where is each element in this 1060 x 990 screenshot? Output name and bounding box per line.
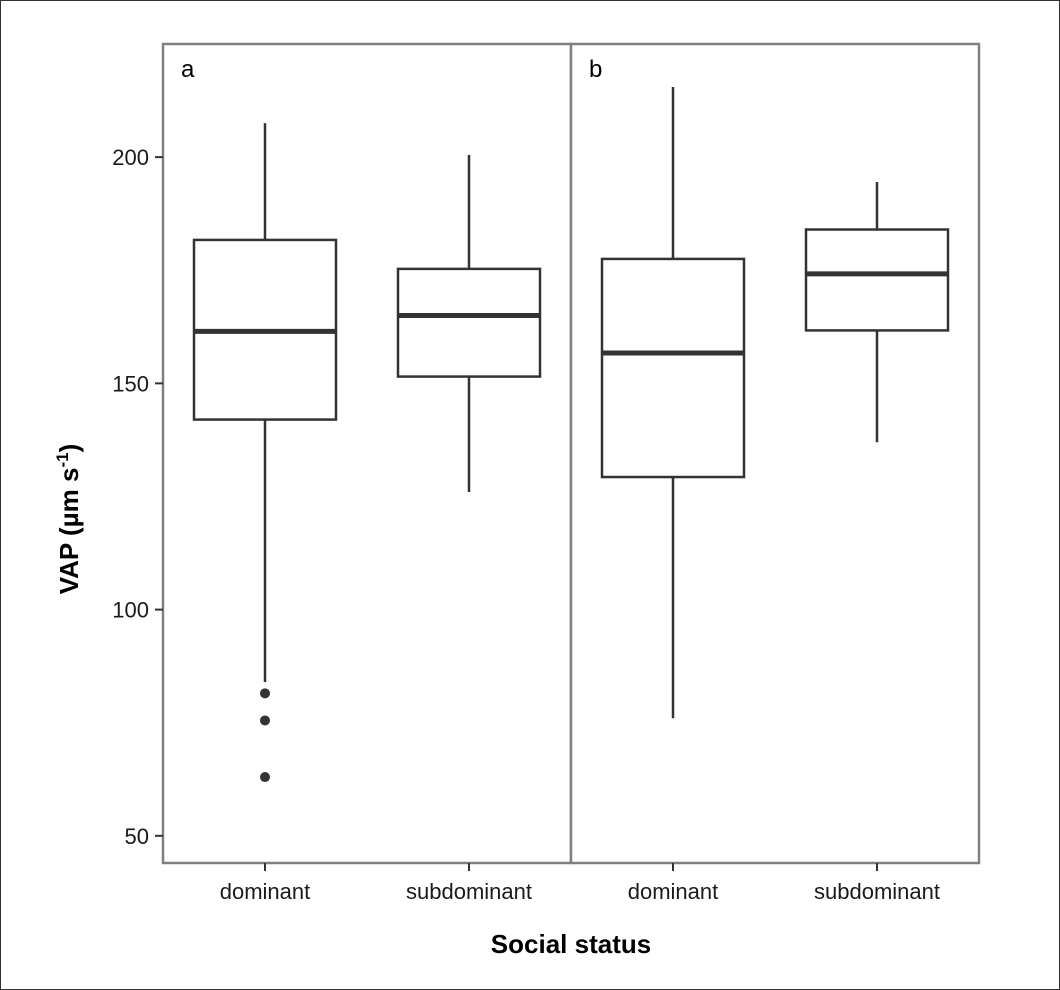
outlier-point xyxy=(260,715,270,726)
x-tick-label: dominant xyxy=(628,879,719,904)
x-tick-label: dominant xyxy=(220,879,311,904)
y-axis-title-main: VAP (µm s xyxy=(54,468,84,595)
outlier-point xyxy=(260,688,270,699)
x-tick-label: subdominant xyxy=(814,879,940,904)
y-tick-label: 100 xyxy=(112,598,149,623)
box-dominant xyxy=(192,123,338,783)
box-subdominant xyxy=(804,182,950,443)
box-iqr xyxy=(396,267,542,378)
x-tick-label: subdominant xyxy=(406,879,532,904)
box-dominant xyxy=(600,86,746,719)
panel-label: a xyxy=(181,56,195,83)
box-iqr xyxy=(600,257,746,479)
box-subdominant xyxy=(396,154,542,492)
y-axis-title-superscript: -1 xyxy=(53,452,72,467)
y-axis-title: VAP (µm s-1) xyxy=(53,444,84,595)
panel-border xyxy=(161,42,573,865)
box-iqr xyxy=(804,228,950,332)
panel-b: b dominant subdominant xyxy=(569,42,981,904)
panel-a: a dominant subdominant xyxy=(161,42,573,904)
y-axis: 50 100 150 200 xyxy=(112,145,163,849)
y-tick-label: 200 xyxy=(112,145,149,170)
y-tick-label: 50 xyxy=(125,824,149,849)
panel-label: b xyxy=(589,56,602,83)
y-tick-label: 150 xyxy=(112,371,149,396)
outlier-point xyxy=(260,772,270,783)
x-axis-title: Social status xyxy=(491,929,651,959)
y-axis-title-close: ) xyxy=(54,444,84,453)
panels-group: a dominant subdominant b dominant subdominant xyxy=(161,42,981,904)
